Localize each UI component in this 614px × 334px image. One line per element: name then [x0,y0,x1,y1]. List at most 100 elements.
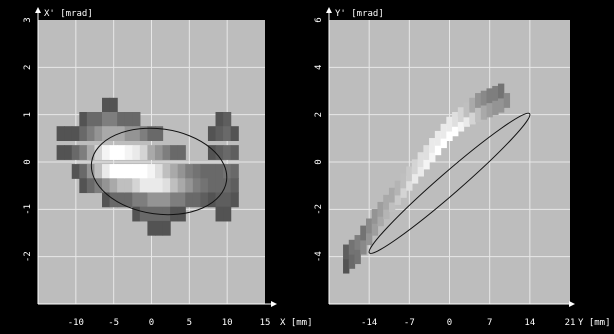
x-axis-title: Y [mm] [578,318,611,328]
density-cell [139,126,149,141]
density-cell [86,178,96,194]
density-cell [139,164,149,179]
density-cell [162,206,171,222]
density-cell [446,116,453,132]
density-cell [132,192,141,208]
x-tick-label: -14 [361,318,377,328]
density-cell [207,145,217,160]
density-cell [79,126,88,141]
density-cell [192,164,201,179]
density-cell [147,164,156,179]
x-tick-label: 5 [187,318,192,328]
y-tick-label: 2 [23,65,33,70]
x-tick-label: -10 [68,318,84,328]
density-cell [102,126,111,141]
y-tick-label: 2 [314,112,324,117]
density-cell [371,220,379,236]
density-cell [497,97,505,113]
density-cell [365,218,373,234]
density-cell [124,145,133,160]
density-cell [223,164,232,179]
density-cell [102,145,111,160]
density-cell [457,116,465,132]
density-cell [102,178,111,194]
density-cell [215,178,224,194]
density-cell [86,164,96,179]
x-tick-label: 0 [447,318,452,328]
density-cell [383,194,390,210]
x-tick-label: -5 [108,318,119,328]
density-cell [162,220,171,236]
x-tick-label: 14 [524,318,535,328]
density-cell [348,239,356,255]
density-cell [429,147,436,163]
density-cell [475,93,482,108]
density-cell [102,112,111,127]
density-cell [423,145,430,160]
x-tick-label: 7 [487,318,492,328]
density-cell [200,178,209,194]
density-cell [162,164,171,179]
density-cell [109,164,118,179]
density-cell [117,164,126,179]
density-cell [117,192,126,208]
density-cell [230,178,239,194]
density-cell [411,168,419,184]
emittance-ellipse [90,127,228,216]
density-cell [102,164,111,179]
density-cell [207,178,217,194]
density-cell [170,192,179,208]
density-cell [132,112,141,127]
density-cell [124,112,133,127]
x-tick-label: -7 [404,318,415,328]
density-cell [177,178,186,194]
density-cell [215,206,224,222]
density-cell [154,220,164,236]
density-cell [223,145,232,160]
density-cell [71,145,80,160]
x-tick-label: 21 [565,318,576,328]
density-cell [440,133,447,149]
density-cell [475,107,482,123]
density-cell [94,126,103,141]
density-cell [177,192,186,208]
y-axis-arrow-icon [326,7,332,13]
density-cell [388,197,396,212]
density-cell [452,121,459,137]
density-cell [139,206,149,222]
density-cell [170,164,179,179]
density-cell [139,145,149,160]
density-cell [79,145,88,160]
density-cell [185,178,194,194]
density-cell [480,90,488,106]
density-cell [377,211,384,227]
y-tick-label: -4 [314,251,324,262]
density-cell [154,126,164,141]
density-cell [147,220,156,236]
density-cell [400,183,407,198]
density-cell [79,112,88,127]
density-cell [117,178,126,194]
density-cell [230,164,239,179]
density-cell [132,206,141,222]
density-cell [56,126,65,141]
density-cell [383,204,390,220]
density-cell [215,145,224,160]
density-cell [215,126,224,141]
density-cell [207,126,217,141]
density-cell [417,152,424,168]
density-cell [147,145,156,160]
density-cell [446,126,453,141]
y-tick-label: 0 [23,159,33,164]
density-cell [440,123,447,139]
density-cell [139,178,149,194]
density-cell [230,126,239,141]
density-cell [185,192,194,208]
density-cell [170,206,179,222]
density-cell [132,126,141,141]
density-cell [94,145,103,160]
density-cell [86,126,96,141]
x-tick-label: 10 [222,318,233,328]
